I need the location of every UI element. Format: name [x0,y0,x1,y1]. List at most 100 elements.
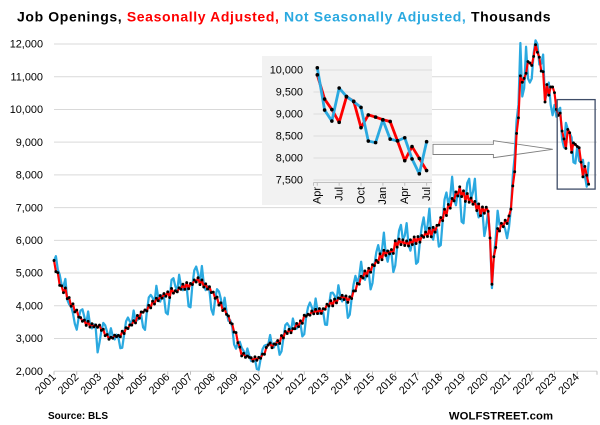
sa-marker [297,325,301,329]
sa-marker [393,239,397,243]
inset-sa-marker [315,73,320,77]
sa-marker [111,336,115,340]
y-tick-label: 4,000 [16,300,43,312]
x-tick-label: 2021 [488,371,514,397]
sa-marker [558,111,562,115]
sa-marker [317,307,321,310]
sa-marker [160,296,164,300]
sa-marker [162,292,166,296]
sa-marker [473,199,477,203]
inset-y-tick-label: 7,500 [276,175,303,187]
sa-marker [327,304,331,308]
sa-marker [135,314,139,317]
x-tick-label: 2024 [556,371,582,397]
sa-marker [335,301,338,305]
sa-marker [481,205,484,209]
sa-marker [249,356,253,360]
sa-marker [166,290,170,294]
y-tick-label: 11,000 [10,71,43,83]
sa-marker [200,278,204,282]
sa-marker [380,258,384,262]
sa-marker [412,235,416,239]
x-tick-label: 2017 [397,371,423,397]
x-tick-label: 2008 [192,371,218,397]
sa-marker [484,205,488,209]
inset-nsa-marker [315,66,320,70]
main-series [52,39,591,371]
sa-marker [71,302,75,306]
sa-marker [401,238,405,242]
sa-marker [494,246,498,249]
sa-marker [572,141,575,145]
x-tick-label: 2014 [329,371,355,397]
sa-marker [82,318,86,322]
sa-marker [342,298,346,301]
sa-marker [566,127,570,131]
sa-marker [477,202,481,206]
y-tick-label: 12,000 [10,39,43,51]
sa-marker [507,214,511,218]
inset-y-tick-label: 9,500 [276,87,303,99]
sa-marker [426,235,429,238]
x-tick-label: 2006 [147,371,173,397]
sa-marker [585,173,589,177]
sa-marker [460,195,464,199]
sa-marker [573,143,577,146]
sa-marker [153,302,156,306]
sa-marker [492,255,496,259]
sa-marker [319,311,323,315]
sa-marker [122,332,126,335]
sa-marker [488,236,492,240]
sa-marker [541,70,545,74]
sa-marker [101,327,105,331]
sa-marker [564,146,568,150]
inset-sa-marker [410,144,414,149]
site-watermark: WOLFSTREET.com [449,411,553,423]
sa-marker [134,321,137,325]
sa-marker [399,243,403,247]
inset-nsa-marker [395,139,400,143]
x-tick-label: 2018 [420,371,446,397]
sa-marker [88,325,92,329]
sa-marker [274,342,278,346]
sa-marker [236,341,240,345]
sa-marker [395,245,399,249]
sa-marker [431,225,435,229]
x-tick-label: 2007 [169,371,195,397]
sa-marker [208,285,211,289]
sa-marker [545,83,549,86]
sa-marker [427,226,431,230]
inset-nsa-marker [381,118,385,122]
sa-marker [424,230,428,234]
sa-marker [98,323,101,327]
sa-marker [390,248,393,251]
inset-pointer-arrow [432,140,553,159]
arrow-shape [432,140,553,159]
inset-sa-marker [322,97,327,101]
sa-marker [183,287,187,291]
sa-marker [384,253,388,257]
sa-marker [570,150,574,154]
inset-y-tick-label: 9,000 [276,109,303,121]
inset-sa-line [315,73,429,172]
title-plain-3: Thousands [471,9,551,25]
sa-marker [287,327,291,331]
sa-marker [293,327,297,331]
sa-marker [130,323,134,327]
sa-marker [289,331,293,335]
x-tick-label: 2009 [215,371,241,397]
sa-marker [56,271,60,275]
sa-marker [346,300,350,304]
sa-marker [316,312,319,316]
sa-marker [196,276,200,280]
sa-marker [553,91,556,95]
x-tick-label: 2004 [101,371,127,397]
sa-marker [367,266,371,270]
sa-marker [403,244,407,247]
inset-x-tick-label: Jul [333,187,345,201]
sa-marker [361,276,365,280]
inset-nsa-marker [344,94,349,99]
sa-marker [344,294,348,298]
main-axes [53,370,598,375]
